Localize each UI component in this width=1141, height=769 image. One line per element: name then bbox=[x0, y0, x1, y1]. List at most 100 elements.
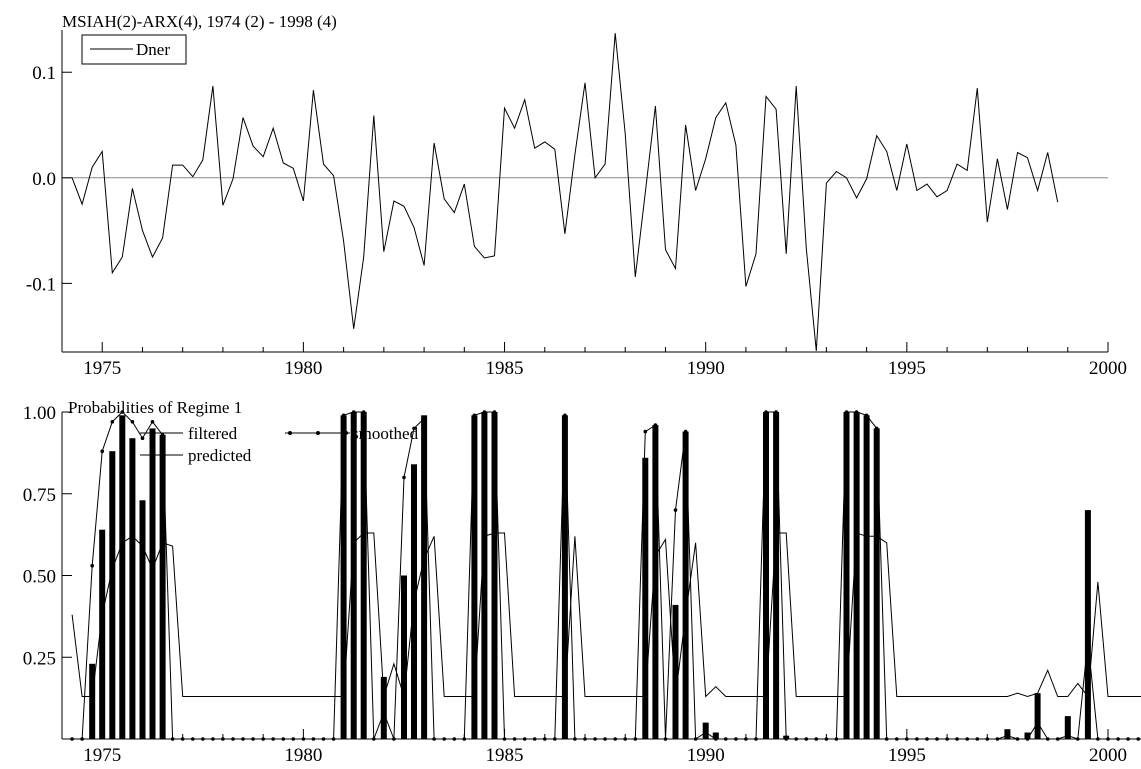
point-smoothed-34 bbox=[412, 426, 416, 431]
point-smoothed-59 bbox=[663, 737, 668, 741]
bar-filtered-35 bbox=[421, 415, 428, 739]
bar-filtered-9 bbox=[159, 434, 166, 739]
point-smoothed-56 bbox=[633, 737, 638, 741]
point-smoothed-62 bbox=[693, 737, 698, 741]
point-smoothed-95 bbox=[1025, 737, 1030, 741]
point-smoothed-17 bbox=[241, 737, 245, 741]
bar-filtered-7 bbox=[139, 500, 146, 739]
point-smoothed-90 bbox=[975, 737, 980, 741]
p1-x-tick-label-1990: 1990 bbox=[687, 358, 725, 379]
p2-y-tick-label-1: 0.50 bbox=[23, 567, 56, 588]
bar-filtered-2 bbox=[89, 663, 96, 739]
point-smoothed-33 bbox=[402, 475, 406, 480]
point-smoothed-63 bbox=[703, 730, 708, 735]
point-smoothed-91 bbox=[985, 737, 990, 741]
legend-marker-smoothed-3 bbox=[344, 431, 348, 435]
p1-x-tick-label-2000: 2000 bbox=[1089, 358, 1127, 379]
p1-x-tick-label-1975: 1975 bbox=[83, 358, 121, 379]
point-smoothed-66 bbox=[734, 737, 738, 741]
point-smoothed-64 bbox=[714, 737, 718, 741]
point-smoothed-46 bbox=[532, 737, 537, 741]
p2-y-tick-label-2: 0.75 bbox=[23, 485, 56, 506]
bar-filtered-41 bbox=[481, 412, 488, 739]
point-smoothed-40 bbox=[472, 413, 477, 418]
bar-filtered-70 bbox=[773, 412, 780, 739]
panel-2-title: Probabilities of Regime 1 bbox=[68, 398, 242, 417]
bar-filtered-78 bbox=[853, 412, 860, 739]
panel-1: MSIAH(2)-ARX(4), 1974 (2) - 1998 (4) 197… bbox=[26, 12, 1127, 379]
point-smoothed-10 bbox=[170, 737, 175, 741]
point-smoothed-71 bbox=[784, 737, 788, 741]
point-smoothed-2 bbox=[90, 563, 94, 568]
point-smoothed-19 bbox=[261, 737, 266, 741]
bar-filtered-42 bbox=[491, 412, 498, 739]
point-smoothed-11 bbox=[180, 737, 185, 741]
point-smoothed-53 bbox=[603, 737, 607, 741]
point-smoothed-45 bbox=[522, 737, 527, 741]
point-smoothed-52 bbox=[593, 737, 597, 741]
point-smoothed-96 bbox=[1035, 720, 1040, 725]
legend-marker-smoothed-1 bbox=[288, 431, 292, 435]
point-smoothed-92 bbox=[995, 737, 1000, 741]
point-smoothed-47 bbox=[543, 737, 547, 741]
point-smoothed-5 bbox=[120, 410, 125, 414]
bar-filtered-77 bbox=[843, 412, 850, 739]
bar-filtered-28 bbox=[350, 412, 357, 739]
bar-filtered-69 bbox=[763, 412, 769, 739]
bar-filtered-5 bbox=[119, 415, 126, 739]
point-smoothed-82 bbox=[895, 737, 899, 741]
panel-1-title: MSIAH(2)-ARX(4), 1974 (2) - 1998 (4) bbox=[62, 12, 337, 31]
bar-filtered-60 bbox=[672, 604, 679, 739]
point-smoothed-37 bbox=[442, 737, 447, 741]
point-smoothed-89 bbox=[965, 737, 969, 741]
point-smoothed-38 bbox=[452, 737, 457, 741]
panel-2-legend: filtered smoothed predicted bbox=[140, 424, 419, 465]
point-smoothed-58 bbox=[653, 423, 658, 427]
point-smoothed-50 bbox=[573, 737, 577, 741]
point-smoothed-97 bbox=[1045, 737, 1050, 741]
point-smoothed-28 bbox=[351, 410, 356, 414]
p1-y-tick-label-2: 0.1 bbox=[32, 63, 56, 84]
point-smoothed-69 bbox=[764, 410, 768, 414]
p2-x-tick-label-1995: 1995 bbox=[888, 745, 926, 766]
point-smoothed-7 bbox=[140, 436, 145, 441]
legend-label-smoothed: smoothed bbox=[352, 424, 419, 443]
legend-label-filtered: filtered bbox=[188, 424, 238, 443]
point-smoothed-100 bbox=[1076, 737, 1080, 741]
p1-y-tick-label-0: -0.1 bbox=[26, 274, 56, 295]
point-smoothed-31 bbox=[382, 711, 386, 715]
point-smoothed-83 bbox=[905, 737, 909, 741]
point-smoothed-23 bbox=[301, 737, 306, 741]
bar-filtered-58 bbox=[652, 425, 659, 739]
bar-filtered-49 bbox=[561, 415, 568, 739]
bar-filtered-57 bbox=[642, 457, 649, 739]
point-smoothed-88 bbox=[955, 737, 959, 741]
point-smoothed-85 bbox=[925, 737, 929, 741]
p1-x-tick-label-1985: 1985 bbox=[486, 358, 524, 379]
point-smoothed-84 bbox=[915, 737, 919, 741]
bar-filtered-40 bbox=[471, 415, 478, 739]
p1-x-tick-label-1980: 1980 bbox=[284, 358, 322, 379]
bar-filtered-33 bbox=[401, 575, 407, 739]
point-smoothed-30 bbox=[372, 737, 376, 741]
point-smoothed-6 bbox=[130, 420, 135, 424]
panel-1-legend: Dner bbox=[81, 34, 187, 65]
point-smoothed-4 bbox=[110, 420, 115, 424]
point-smoothed-101 bbox=[1086, 639, 1090, 643]
point-smoothed-16 bbox=[231, 737, 235, 741]
point-smoothed-32 bbox=[392, 737, 396, 741]
point-smoothed-70 bbox=[774, 410, 778, 414]
legend-marker-smoothed-2 bbox=[316, 431, 320, 435]
bar-filtered-31 bbox=[380, 676, 387, 739]
point-smoothed-36 bbox=[432, 737, 436, 741]
point-smoothed-25 bbox=[321, 737, 326, 741]
point-smoothed-29 bbox=[361, 410, 366, 414]
series-line-predicted bbox=[71, 532, 1141, 698]
panel-2-x-ticks: 1975 1980 1985 1990 1995 2000 bbox=[61, 729, 1127, 766]
point-smoothed-98 bbox=[1055, 737, 1060, 741]
point-smoothed-104 bbox=[1116, 737, 1120, 741]
bar-filtered-4 bbox=[109, 451, 116, 739]
point-smoothed-20 bbox=[271, 737, 276, 741]
point-smoothed-49 bbox=[563, 413, 567, 418]
